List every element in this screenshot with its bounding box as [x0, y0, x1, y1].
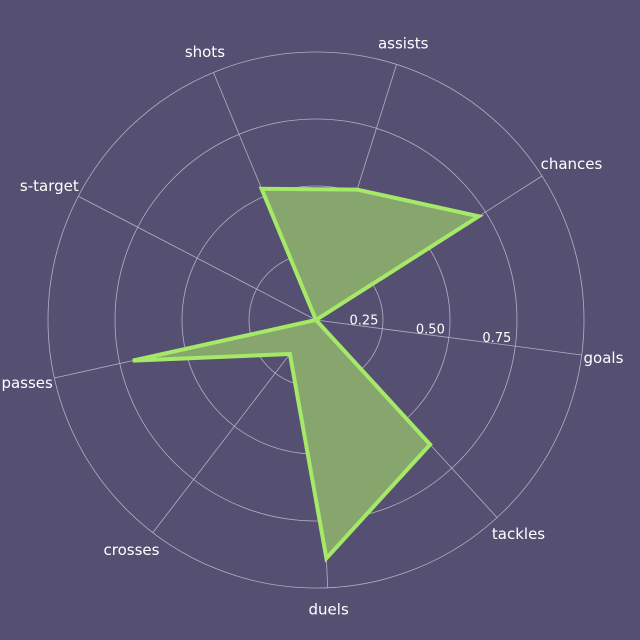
- category-label-s-target: s-target: [20, 177, 79, 195]
- radial-tick-label: 0.75: [482, 331, 511, 346]
- grid-ring: [114, 118, 518, 522]
- series-area: [132, 188, 479, 559]
- grid-spoke: [78, 195, 317, 321]
- category-label-assists: assists: [378, 34, 429, 52]
- category-label-goals: goals: [584, 349, 624, 367]
- series-line: [132, 186, 484, 563]
- radial-tick-label: 0.25: [349, 314, 378, 329]
- radial-tick-labels: 0.25 0.50 0.75: [349, 314, 511, 346]
- category-label-passes: passes: [1, 374, 53, 392]
- radial-tick-label: 0.50: [416, 322, 445, 337]
- grid-ring: [47, 51, 585, 589]
- category-label-tackles: tackles: [492, 525, 545, 543]
- category-label-duels: duels: [309, 601, 349, 619]
- category-label-crosses: crosses: [104, 541, 160, 559]
- grid-spoke: [315, 319, 582, 356]
- category-labels: goals chances assists shots s-target passes cr…: [1, 34, 623, 618]
- category-label-chances: chances: [541, 155, 603, 173]
- category-label-shots: shots: [185, 43, 225, 61]
- series-layer: [132, 186, 484, 563]
